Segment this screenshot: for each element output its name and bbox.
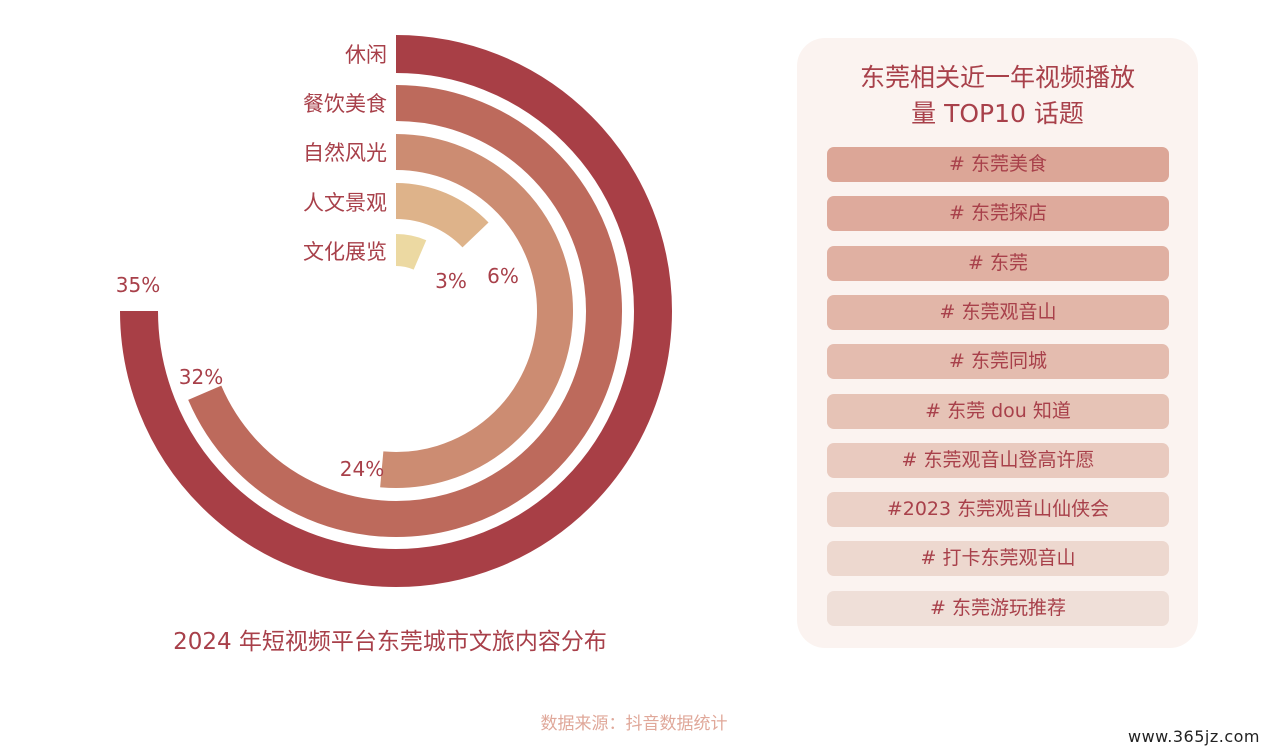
bar-1 xyxy=(120,35,672,587)
bar-3 xyxy=(380,134,573,488)
topic-item: # 东莞观音山登高许愿 xyxy=(827,442,1169,478)
bar-5 xyxy=(395,234,427,270)
panel-title-line2: 量 TOP10 话题 xyxy=(911,99,1084,128)
value-label: 24% xyxy=(340,457,384,481)
topic-item: # 打卡东莞观音山 xyxy=(827,541,1169,577)
data-source-note: 数据来源：抖音数据统计 xyxy=(540,714,728,734)
category-label: 餐饮美食 xyxy=(303,92,387,116)
category-label: 休闲 xyxy=(345,43,387,67)
topic-item: #2023 东莞观音山仙侠会 xyxy=(827,492,1169,528)
topic-item: # 东莞游玩推荐 xyxy=(827,590,1169,626)
chart-title: 2024 年短视频平台东莞城市文旅内容分布 xyxy=(173,629,607,655)
topic-item: # 东莞观音山 xyxy=(827,294,1169,330)
topic-item: # 东莞探店 xyxy=(827,196,1169,232)
bar-4 xyxy=(395,183,489,248)
category-label: 自然风光 xyxy=(303,141,387,165)
panel-title-line1: 东莞相关近一年视频播放 xyxy=(859,63,1135,92)
topic-item: # 东莞美食 xyxy=(827,147,1169,182)
topic-item: # 东莞 xyxy=(827,245,1169,281)
category-label: 文化展览 xyxy=(303,240,387,264)
value-label: 35% xyxy=(116,273,160,297)
panel-title: 东莞相关近一年视频播放 量 TOP10 话题 xyxy=(797,60,1198,132)
value-label: 3% xyxy=(435,269,467,293)
topic-item: # 东莞 dou 知道 xyxy=(827,393,1169,429)
watermark: www.365jz.com xyxy=(1127,727,1260,746)
value-label: 32% xyxy=(179,365,223,389)
value-label: 6% xyxy=(487,264,519,288)
bar-2 xyxy=(188,85,622,537)
category-label: 人文景观 xyxy=(303,191,387,215)
top10-topics-panel: 东莞相关近一年视频播放 量 TOP10 话题 # 东莞美食 # 东莞探店 # 东莞 #… xyxy=(797,38,1198,648)
topic-item: # 东莞同城 xyxy=(827,344,1169,380)
